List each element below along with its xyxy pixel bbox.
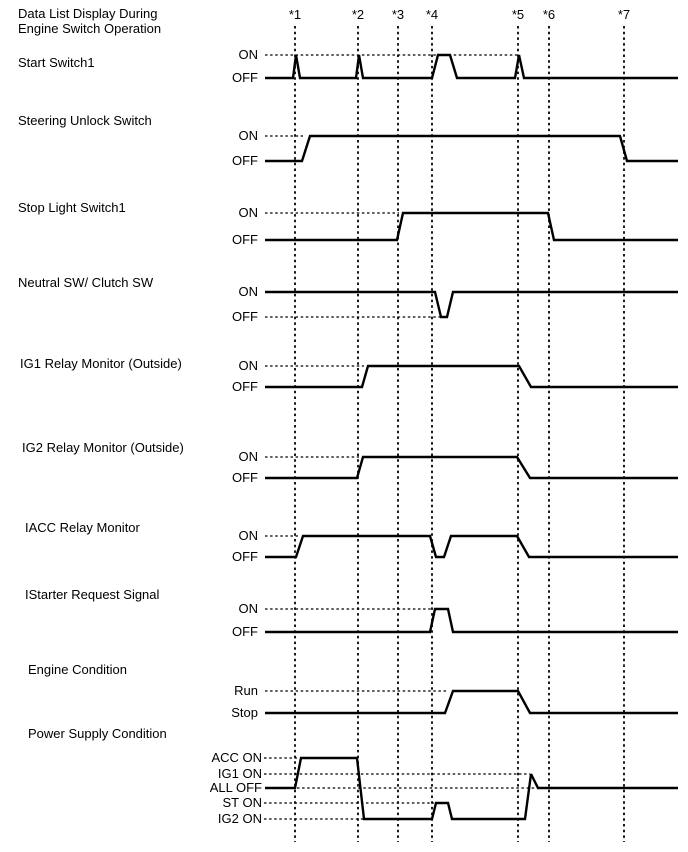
level-label: OFF (232, 232, 258, 247)
timing-marker-label: *7 (617, 7, 631, 22)
signal-waveform (265, 211, 678, 242)
level-label: OFF (232, 379, 258, 394)
level-label: OFF (232, 70, 258, 85)
signal-name: Power Supply Condition (28, 726, 167, 741)
level-label: ON (238, 284, 259, 299)
level-label: ON (238, 205, 259, 220)
signal-waveform (265, 607, 678, 634)
level-label: Run (234, 683, 258, 698)
level-label: IG2 ON (217, 811, 262, 826)
signal-waveform (265, 534, 678, 559)
level-label: ON (238, 601, 259, 616)
signal-name: Neutral SW/ Clutch SW (18, 275, 154, 290)
level-label: OFF (232, 470, 258, 485)
level-label: ST ON (222, 795, 263, 810)
signal-name: IG1 Relay Monitor (Outside) (20, 356, 182, 371)
level-label: ON (238, 128, 259, 143)
level-label: OFF (232, 549, 258, 564)
signal-name: Engine Condition (28, 662, 128, 677)
level-label: Stop (231, 705, 258, 720)
level-label: OFF (232, 153, 258, 168)
level-label: IG1 ON (217, 766, 262, 781)
signal-name: Start Switch1 (18, 55, 95, 70)
timing-marker-label: *6 (542, 7, 556, 22)
signal-waveform (265, 364, 678, 389)
signal-name: IStarter Request Signal (25, 587, 160, 602)
diagram-title: Data List Display During Engine Switch O… (18, 6, 162, 36)
timing-marker-label: *1 (288, 7, 302, 22)
signal-waveform (265, 455, 678, 480)
signal-waveform (265, 689, 678, 715)
level-label: OFF (232, 309, 258, 324)
timing-marker-label: *4 (425, 7, 439, 22)
level-label: ON (238, 528, 259, 543)
timing-marker-label: *5 (511, 7, 525, 22)
signal-name: IG2 Relay Monitor (Outside) (22, 440, 184, 455)
signal-waveform (265, 756, 678, 821)
signal-waveform (265, 134, 678, 163)
level-label: ON (238, 358, 259, 373)
level-label: ON (238, 449, 259, 464)
signal-waveform (265, 290, 678, 319)
level-label: ALL OFF (209, 780, 262, 795)
signal-name: Stop Light Switch1 (18, 200, 126, 215)
timing-marker-label: *3 (391, 7, 405, 22)
signal-name: IACC Relay Monitor (25, 520, 140, 535)
level-label: OFF (232, 624, 258, 639)
signal-waveform (265, 53, 678, 80)
level-label: ACC ON (211, 750, 262, 765)
timing-marker-label: *2 (351, 7, 365, 22)
signal-name: Steering Unlock Switch (18, 113, 152, 128)
level-label: ON (238, 47, 259, 62)
